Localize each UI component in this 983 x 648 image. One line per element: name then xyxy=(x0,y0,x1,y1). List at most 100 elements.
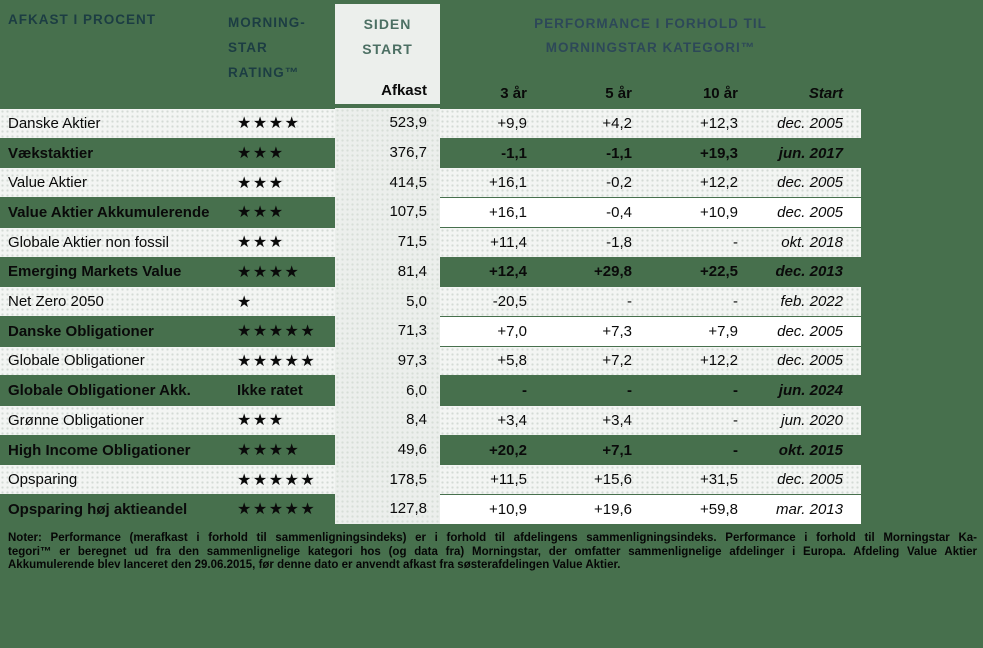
performance-10yr: +31,5 xyxy=(700,471,738,489)
start-date: feb. 2022 xyxy=(780,293,843,311)
fund-name: Opsparing xyxy=(8,471,78,489)
performance-10yr: - xyxy=(733,293,738,311)
row-left-zone: Globale Obligationer ★★★★★ xyxy=(0,345,335,376)
performance-5yr: - xyxy=(627,382,632,400)
row-right-zone: -1,1 -1,1 +19,3 jun. 2017 xyxy=(440,137,861,168)
fund-name: Emerging Markets Value xyxy=(8,263,182,281)
row-right-zone: +10,9 +19,6 +59,8 mar. 2013 xyxy=(440,494,861,524)
since-start-return: 97,3 xyxy=(335,345,440,376)
since-start-return: 49,6 xyxy=(335,434,440,465)
footnote: Noter: Performance (merafkast i forhold … xyxy=(8,532,977,573)
since-start-title: SIDEN START xyxy=(362,16,413,57)
performance-3yr: +3,4 xyxy=(497,411,527,429)
performance-5yr: +7,2 xyxy=(602,352,632,370)
start-date: dec. 2005 xyxy=(777,471,843,489)
performance-3yr: +11,4 xyxy=(490,233,527,251)
performance-3yr: +5,8 xyxy=(497,352,527,370)
row-right-zone: +12,4 +29,8 +22,5 dec. 2013 xyxy=(440,256,861,287)
row-left-zone: Net Zero 2050 ★ xyxy=(0,286,335,316)
since-start-return: 376,7 xyxy=(335,137,440,168)
row-filler xyxy=(861,316,983,346)
row-right-zone: +20,2 +7,1 - okt. 2015 xyxy=(440,434,861,465)
row-filler xyxy=(861,286,983,316)
row-filler xyxy=(861,494,983,524)
performance-10yr: - xyxy=(733,382,738,400)
performance-3yr: +11,5 xyxy=(490,471,527,489)
performance-5yr: +15,6 xyxy=(594,471,632,489)
performance-3yr: +20,2 xyxy=(489,441,527,459)
performance-3yr: +16,1 xyxy=(489,174,527,192)
row-left-zone: Value Aktier ★★★ xyxy=(0,167,335,198)
morningstar-rating: ★★★★ xyxy=(237,442,301,460)
start-date: dec. 2005 xyxy=(777,174,843,192)
row-left-zone: Danske Aktier ★★★★ xyxy=(0,108,335,138)
row-left-zone: Grønne Obligationer ★★★ xyxy=(0,405,335,435)
column-label-10yr: 10 år xyxy=(702,85,738,102)
morningstar-rating: ★★★ xyxy=(237,412,285,430)
fund-name: High Income Obligationer xyxy=(8,441,191,459)
performance-10yr: - xyxy=(733,411,738,429)
start-date: dec. 2005 xyxy=(777,114,843,132)
since-start-column-box: SIDEN START Afkast xyxy=(335,4,440,104)
morningstar-rating: ★ xyxy=(237,293,253,311)
start-date: dec. 2005 xyxy=(777,203,843,221)
table-row: Value Aktier ★★★ 414,5 +16,1 -0,2 +12,2 … xyxy=(0,167,983,198)
performance-5yr: -0,4 xyxy=(606,203,632,221)
performance-5yr: +7,3 xyxy=(602,322,632,340)
since-start-return: 81,4 xyxy=(335,256,440,287)
row-filler xyxy=(861,167,983,197)
table-row: Value Aktier Akkumulerende ★★★ 107,5 +16… xyxy=(0,197,983,227)
performance-5yr: -1,8 xyxy=(606,233,632,251)
start-date: mar. 2013 xyxy=(776,500,843,518)
performance-10yr: - xyxy=(733,233,738,251)
table-row: Opsparing høj aktieandel ★★★★★ 127,8 +10… xyxy=(0,494,983,524)
performance-3yr: +9,9 xyxy=(497,114,527,132)
performance-5yr: - xyxy=(627,293,632,311)
performance-10yr: +19,3 xyxy=(700,144,738,162)
since-start-return: 127,8 xyxy=(335,494,440,524)
performance-3yr: -1,1 xyxy=(501,144,527,162)
fund-name: Value Aktier xyxy=(8,174,87,192)
performance-3yr: - xyxy=(522,382,527,400)
since-start-return: 523,9 xyxy=(335,108,440,138)
performance-10yr: +22,5 xyxy=(700,263,738,281)
performance-10yr: +10,9 xyxy=(700,203,738,221)
since-start-return: 71,5 xyxy=(335,226,440,257)
column-label-3yr: 3 år xyxy=(500,85,527,102)
footnote-line: Akkumulerende blev lanceret den 29.06.20… xyxy=(8,559,621,572)
table-header: AFKAST I PROCENT MORNING- STAR RATING™ S… xyxy=(0,0,983,108)
footnote-line: tegori™ er beregnet ud fra den sammenlig… xyxy=(8,545,977,558)
performance-3yr: +16,1 xyxy=(489,203,527,221)
morningstar-rating: Ikke ratet xyxy=(237,382,303,400)
row-filler xyxy=(861,405,983,435)
performance-10yr: - xyxy=(733,441,738,459)
start-date: jun. 2017 xyxy=(778,144,843,162)
row-right-zone: -20,5 - - feb. 2022 xyxy=(440,286,861,316)
row-right-zone: +16,1 -0,4 +10,9 dec. 2005 xyxy=(440,197,861,227)
fund-name: Globale Obligationer Akk. xyxy=(8,382,191,400)
table-row: Globale Obligationer ★★★★★ 97,3 +5,8 +7,… xyxy=(0,345,983,376)
fund-name: Net Zero 2050 xyxy=(8,293,104,311)
row-right-zone: - - - jun. 2024 xyxy=(440,375,861,405)
row-right-zone: +5,8 +7,2 +12,2 dec. 2005 xyxy=(440,345,861,376)
since-start-return: 6,0 xyxy=(335,375,440,406)
row-filler xyxy=(861,375,983,405)
performance-5yr: +29,8 xyxy=(594,263,632,281)
performance-5yr: +3,4 xyxy=(602,411,632,429)
row-left-zone: Globale Aktier non fossil ★★★ xyxy=(0,226,335,257)
row-filler xyxy=(861,108,983,138)
returns-in-percent-title: AFKAST I PROCENT xyxy=(8,12,157,27)
performance-5yr: +19,6 xyxy=(594,500,632,518)
row-left-zone: Opsparing ★★★★★ xyxy=(0,464,335,495)
row-filler xyxy=(861,257,983,287)
performance-3yr: +12,4 xyxy=(489,263,527,281)
performance-5yr: -0,2 xyxy=(606,174,632,192)
row-right-zone: +7,0 +7,3 +7,9 dec. 2005 xyxy=(440,315,861,346)
performance-5yr: +7,1 xyxy=(602,441,632,459)
start-date: jun. 2020 xyxy=(781,411,843,429)
performance-3yr: +10,9 xyxy=(489,500,527,518)
row-right-zone: +11,5 +15,6 +31,5 dec. 2005 xyxy=(440,464,861,495)
row-filler xyxy=(861,464,983,494)
table-row: Danske Obligationer ★★★★★ 71,3 +7,0 +7,3… xyxy=(0,315,983,346)
start-date: dec. 2005 xyxy=(777,352,843,370)
